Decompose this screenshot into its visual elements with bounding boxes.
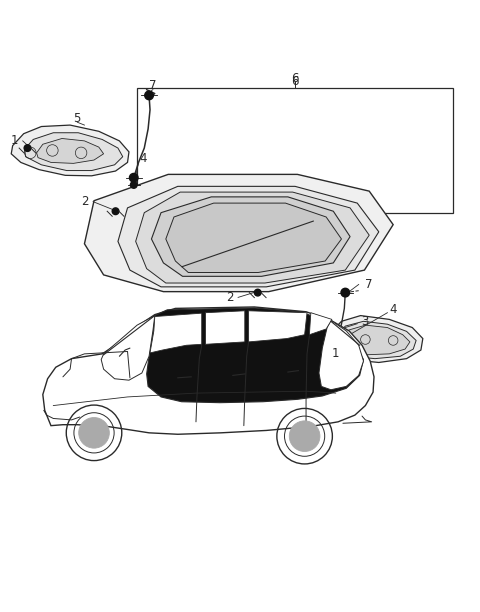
Text: 2: 2 xyxy=(226,291,233,304)
Polygon shape xyxy=(325,316,423,362)
Text: 4: 4 xyxy=(140,152,147,165)
Text: 6: 6 xyxy=(291,75,299,88)
Polygon shape xyxy=(136,192,369,283)
Polygon shape xyxy=(150,313,202,353)
Text: 5: 5 xyxy=(73,112,81,125)
Circle shape xyxy=(79,417,109,448)
Polygon shape xyxy=(166,203,341,272)
Polygon shape xyxy=(84,174,393,292)
Polygon shape xyxy=(43,307,374,435)
Circle shape xyxy=(331,342,338,349)
Text: 1: 1 xyxy=(11,135,18,147)
Text: 6: 6 xyxy=(291,72,299,85)
Bar xyxy=(137,88,453,213)
Polygon shape xyxy=(36,138,104,163)
Circle shape xyxy=(131,182,137,188)
Circle shape xyxy=(112,208,119,215)
Polygon shape xyxy=(249,311,307,342)
Polygon shape xyxy=(205,311,245,345)
Text: 7: 7 xyxy=(365,278,373,291)
Polygon shape xyxy=(101,316,155,380)
Polygon shape xyxy=(319,320,363,390)
Circle shape xyxy=(341,288,349,297)
Polygon shape xyxy=(310,313,332,335)
Polygon shape xyxy=(11,125,129,176)
Text: 2: 2 xyxy=(81,195,88,208)
Polygon shape xyxy=(336,325,410,355)
Polygon shape xyxy=(147,308,363,403)
Circle shape xyxy=(24,144,31,151)
Circle shape xyxy=(324,346,330,353)
Polygon shape xyxy=(24,133,123,171)
Circle shape xyxy=(289,421,320,452)
Text: 3: 3 xyxy=(361,315,368,328)
Polygon shape xyxy=(330,321,416,359)
Circle shape xyxy=(254,289,261,296)
Text: 4: 4 xyxy=(389,304,397,316)
Text: 7: 7 xyxy=(149,80,156,92)
Polygon shape xyxy=(152,197,350,277)
Circle shape xyxy=(130,173,138,182)
Polygon shape xyxy=(118,186,379,287)
Circle shape xyxy=(145,91,154,100)
Text: 1: 1 xyxy=(332,348,339,360)
